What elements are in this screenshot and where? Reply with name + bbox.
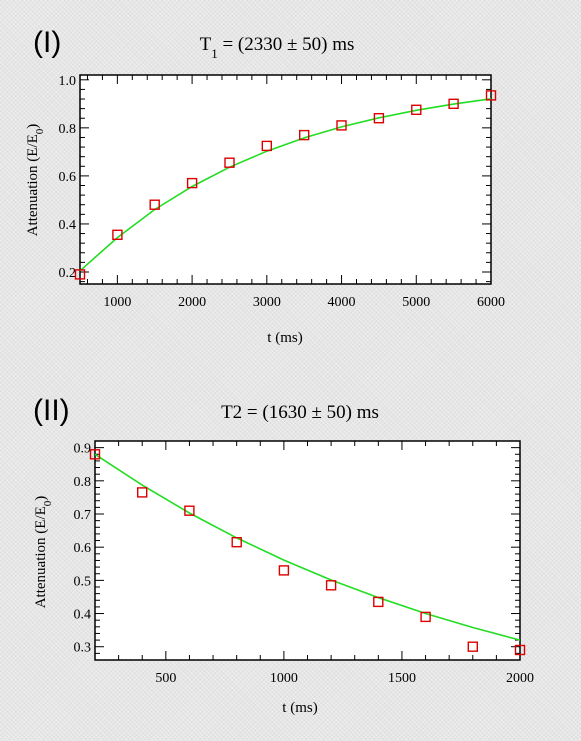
data-point-marker <box>231 537 242 548</box>
data-point-marker <box>224 157 235 168</box>
plot-marks-2 <box>89 449 526 656</box>
x-axis-label-1: t (ms) <box>267 330 302 346</box>
data-point-marker <box>261 140 272 152</box>
y-axis-label-1: Attenuation (E/E0) <box>25 124 46 237</box>
y-tick-label: 0.4 <box>74 608 92 623</box>
data-point-marker <box>514 644 526 656</box>
panel-label-2: (II) <box>33 394 70 427</box>
y-tick-label: 0.7 <box>74 508 92 523</box>
tick-labels-2: 500 1000 1500 2000 0.3 0.4 0.5 0.6 0.7 0.8 0.9 <box>74 442 535 686</box>
y-tick-label: 0.8 <box>59 122 77 137</box>
data-point-marker <box>336 120 347 131</box>
data-point-marker <box>467 641 478 652</box>
fit-curve <box>79 98 492 272</box>
data-point-marker <box>325 580 337 591</box>
chart-panel-1: (I) T1 = (2330 ± 50) ms 1000 2000 3000 4000… <box>25 26 505 346</box>
y-axis-label-2: Attenuation (E/E0) <box>33 496 54 609</box>
axis-ticks-1 <box>80 75 492 284</box>
fit-curve <box>94 453 521 641</box>
x-tick-label: 1000 <box>270 671 298 686</box>
data-point-marker <box>149 199 160 210</box>
x-tick-label: 6000 <box>477 295 505 310</box>
plot-marks-1 <box>74 90 497 280</box>
x-axis-label-2: t (ms) <box>282 700 317 716</box>
tick-labels-1: 1000 2000 3000 4000 5000 6000 0.2 0.4 0.6 0.8 1.0 <box>59 74 506 310</box>
x-tick-label: 3000 <box>253 295 281 310</box>
y-tick-label: 0.3 <box>74 641 92 656</box>
chart-title-1: T1 = (2330 ± 50) ms <box>200 34 355 61</box>
data-point-marker <box>278 565 290 576</box>
x-tick-label: 4000 <box>328 295 356 310</box>
y-tick-label: 0.9 <box>74 442 92 457</box>
data-point-marker <box>485 90 497 101</box>
y-tick-label: 0.4 <box>59 218 77 233</box>
plot-area-1 <box>79 74 492 285</box>
axis-ticks-2 <box>94 440 521 661</box>
data-point-marker <box>89 449 101 460</box>
y-tick-label: 0.5 <box>74 574 92 589</box>
x-tick-label: 2000 <box>506 671 534 686</box>
chart-title-2: T2 = (1630 ± 50) ms <box>221 402 379 423</box>
data-point-marker <box>136 487 148 498</box>
y-tick-label: 0.6 <box>59 170 77 185</box>
data-point-marker <box>112 229 123 241</box>
data-point-marker <box>420 611 431 623</box>
data-point-marker <box>184 505 195 516</box>
x-tick-label: 2000 <box>178 295 206 310</box>
plot-area-2 <box>94 440 521 661</box>
data-point-marker <box>373 596 384 608</box>
data-point-marker <box>411 104 422 116</box>
x-tick-label: 5000 <box>402 295 430 310</box>
x-tick-label: 1000 <box>103 295 131 310</box>
y-tick-label: 1.0 <box>59 74 77 89</box>
x-tick-label: 1500 <box>388 671 416 686</box>
data-point-marker <box>299 129 310 141</box>
panel-label-1: (I) <box>33 26 61 59</box>
y-tick-label: 0.2 <box>59 266 77 281</box>
x-tick-label: 500 <box>155 671 176 686</box>
data-point-marker <box>373 112 385 124</box>
y-tick-label: 0.8 <box>74 475 92 490</box>
chart-panel-2: (II) T2 = (1630 ± 50) ms 500 1000 1500 2000… <box>33 394 534 716</box>
data-point-marker <box>448 98 459 110</box>
data-point-marker <box>186 177 198 189</box>
data-point-marker <box>74 269 86 280</box>
y-tick-label: 0.6 <box>74 541 92 556</box>
